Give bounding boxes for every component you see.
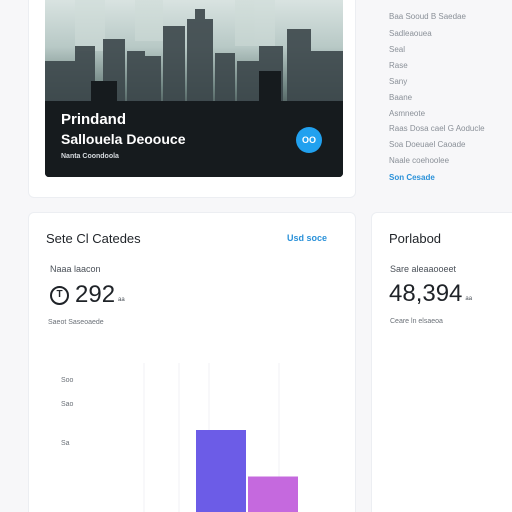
side-list-item[interactable]: Seal	[389, 45, 406, 54]
hero-subtitle: Sallouela Deoouce	[61, 131, 186, 147]
metric-value: 292	[75, 281, 116, 308]
side-list-item[interactable]: Sadleaouea	[389, 29, 432, 38]
hero-title: Prindand	[61, 111, 127, 128]
summary-card: Porlabod Sare aleaaooeet 48,394 aa Ceare…	[371, 212, 512, 512]
metric-row: T 292 aa	[50, 281, 125, 309]
side-list-item[interactable]: Rase	[389, 61, 408, 70]
y-tick-label: Soo	[61, 377, 74, 384]
hero-image: Prindand Sallouela Deoouce Nanta Coondoo…	[45, 0, 343, 177]
bar-chart-svg: Soo Sao Sa	[61, 363, 298, 512]
summary-title: Porlabod	[389, 231, 442, 246]
stats-title: Sete Cl Catedes	[46, 231, 141, 246]
stats-card: Sete Cl Catedes Usd soce Naaa laacon T 2…	[28, 212, 356, 512]
hero-action-button[interactable]: OO	[296, 127, 322, 153]
side-list-item[interactable]: Sany	[389, 77, 408, 86]
metric-note: Saeot Saseoaede	[48, 319, 104, 326]
metric-unit: aa	[118, 297, 125, 303]
side-list-item[interactable]: Baane	[389, 93, 413, 102]
side-list-item[interactable]: Asmneote	[389, 109, 426, 118]
y-tick-label: Sao	[61, 401, 74, 408]
stats-link[interactable]: Usd soce	[287, 233, 328, 243]
summary-label: Sare aleaaooeet	[390, 264, 457, 274]
metric-label: Naaa laacon	[50, 264, 101, 274]
chart-bar[interactable]	[196, 430, 246, 512]
clock-icon: T	[50, 285, 69, 305]
summary-note: Ceare ln elsaeoa	[390, 318, 443, 325]
y-tick-label: Sa	[61, 440, 70, 447]
side-list-item[interactable]: Baa Sooud B Saedae	[389, 12, 466, 21]
summary-row: 48,394 aa	[389, 280, 472, 308]
summary-value: 48,394	[389, 280, 463, 307]
side-list: Baa Sooud B Saedae Sadleaouea Seal Rase …	[389, 0, 504, 190]
side-list-item[interactable]: Soa Doeuael Caoade	[389, 140, 466, 149]
city-skyline-graphic	[45, 0, 343, 177]
side-list-item[interactable]: Naale coehoolee	[389, 156, 450, 165]
hero-card[interactable]: Prindand Sallouela Deoouce Nanta Coondoo…	[28, 0, 356, 198]
chart-bar[interactable]	[248, 476, 298, 512]
side-list-item[interactable]: Raas Dosa cael G Aoducle	[389, 124, 485, 133]
bar-chart: Soo Sao Sa	[49, 363, 339, 512]
summary-unit: aa	[465, 296, 473, 302]
hero-caption: Nanta Coondoola	[61, 153, 119, 160]
side-list-link[interactable]: Son Cesade	[389, 173, 435, 182]
